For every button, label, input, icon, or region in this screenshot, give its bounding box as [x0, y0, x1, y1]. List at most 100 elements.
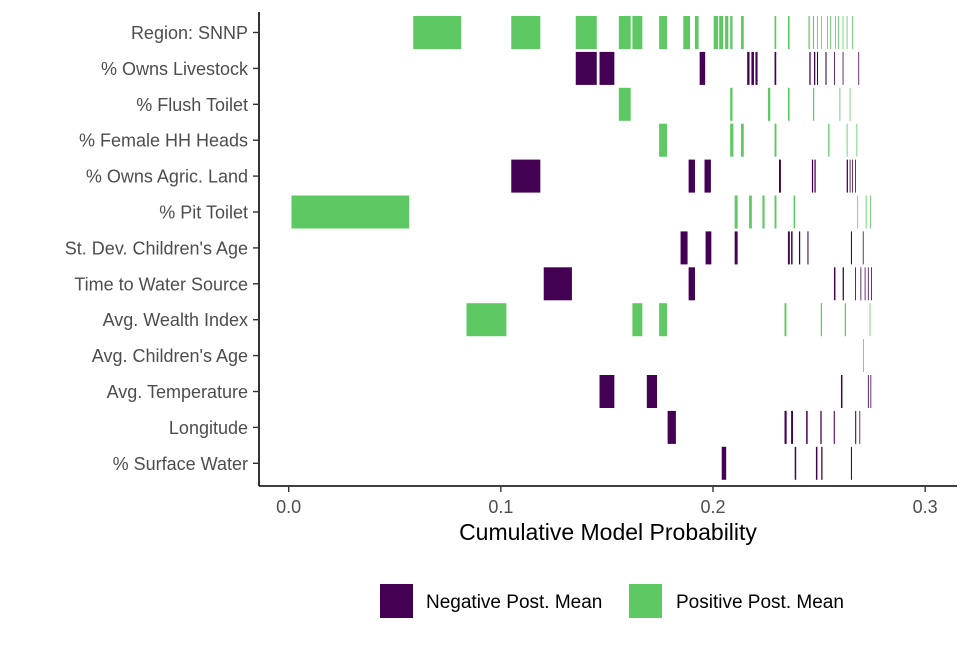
negative-segment	[851, 159, 853, 193]
negative-segment	[858, 51, 860, 85]
positive-segment	[820, 303, 823, 337]
positive-segment	[734, 195, 738, 229]
negative-segment	[791, 410, 793, 444]
positive-segment	[787, 16, 790, 49]
negative-segment	[599, 51, 615, 85]
positive-segment	[719, 16, 724, 49]
negative-segment	[820, 410, 822, 444]
positive-segment	[842, 16, 844, 49]
negative-segment	[840, 375, 843, 408]
negative-segment	[721, 446, 727, 480]
negative-segment	[871, 267, 872, 301]
negative-segment	[688, 267, 695, 301]
x-axis-title: Cumulative Model Probability	[459, 519, 757, 545]
positive-segment	[659, 303, 667, 337]
y-tick-label: Time to Water Source	[74, 274, 248, 294]
negative-segment	[575, 51, 597, 85]
positive-segment	[632, 16, 643, 49]
negative-segment	[867, 267, 869, 301]
legend: Negative Post. Mean Positive Post. Mean	[380, 584, 844, 618]
negative-segment	[850, 446, 852, 480]
negative-segment	[811, 159, 814, 193]
negative-segment	[751, 51, 754, 85]
y-tick-label: % Owns Agric. Land	[86, 167, 248, 187]
negative-segment	[646, 375, 657, 408]
positive-segment	[839, 87, 841, 121]
positive-segment	[846, 16, 848, 49]
y-tick-label: Longitude	[169, 418, 248, 438]
negative-segment	[860, 267, 862, 301]
positive-segment	[632, 303, 643, 337]
y-tick-label: % Surface Water	[113, 454, 248, 474]
positive-segment	[835, 16, 836, 49]
positive-segment	[830, 16, 831, 49]
positive-segment	[869, 303, 871, 337]
positive-segment	[713, 16, 719, 49]
positive-legend-key	[629, 584, 662, 618]
y-tick-label: % Pit Toilet	[159, 203, 248, 223]
positive-segment	[741, 16, 744, 49]
positive-segment	[466, 303, 507, 337]
negative-segment	[855, 159, 856, 193]
positive-segment	[774, 123, 777, 157]
positive-segment	[849, 87, 851, 121]
positive-segment	[870, 195, 871, 229]
negative-segment	[599, 375, 615, 408]
positive-segment	[774, 195, 777, 229]
positive-segment	[787, 87, 790, 121]
positive-segment	[851, 16, 853, 49]
negative-segment	[791, 231, 793, 265]
positive-segment	[838, 16, 839, 49]
negative-legend-label: Negative Post. Mean	[426, 592, 602, 613]
positive-segment	[575, 16, 597, 49]
positive-segment	[821, 16, 823, 49]
negative-segment	[511, 159, 541, 193]
negative-segment	[747, 51, 750, 85]
positive-segment	[846, 123, 848, 157]
positive-segment	[618, 87, 631, 121]
y-tick-label: % Flush Toilet	[136, 95, 248, 115]
positive-segment	[865, 195, 867, 229]
positive-segment	[730, 123, 734, 157]
positive-segment	[784, 303, 787, 337]
positive-segment	[774, 16, 777, 49]
positive-segment	[808, 16, 810, 49]
y-axis: Region: SNNP % Owns Livestock % Flush Toil…	[65, 12, 260, 486]
negative-segment	[864, 267, 866, 301]
negative-segment	[859, 410, 861, 444]
negative-segment	[862, 231, 864, 265]
positive-segment	[827, 16, 828, 49]
negative-segment	[704, 159, 711, 193]
positive-segment	[291, 195, 410, 229]
bar-layer	[291, 16, 872, 480]
negative-segment	[855, 267, 857, 301]
y-tick-label: Region: SNNP	[131, 23, 248, 43]
x-tick-label: 0.2	[701, 497, 726, 517]
negative-segment	[825, 51, 827, 85]
negative-segment	[705, 231, 712, 265]
negative-segment	[846, 159, 848, 193]
negative-segment	[867, 375, 869, 408]
negative-segment	[833, 267, 836, 301]
positive-segment	[767, 87, 771, 121]
negative-segment	[787, 231, 790, 265]
negative-segment	[821, 446, 823, 480]
positive-segment	[856, 123, 858, 157]
negative-segment	[699, 51, 706, 85]
negative-segment	[667, 410, 676, 444]
negative-segment	[850, 231, 852, 265]
positive-segment	[659, 123, 667, 157]
x-tick-label: 0.1	[488, 497, 513, 517]
y-tick-label: % Owns Livestock	[101, 59, 249, 79]
positive-segment	[844, 303, 847, 337]
positive-segment	[511, 16, 541, 49]
negative-segment	[842, 267, 844, 301]
negative-legend-key	[380, 584, 413, 618]
positive-segment	[828, 123, 830, 157]
positive-segment	[812, 87, 815, 121]
negative-segment	[833, 410, 835, 444]
negative-segment	[855, 410, 857, 444]
positive-segment	[659, 16, 667, 49]
negative-segment	[779, 159, 781, 193]
